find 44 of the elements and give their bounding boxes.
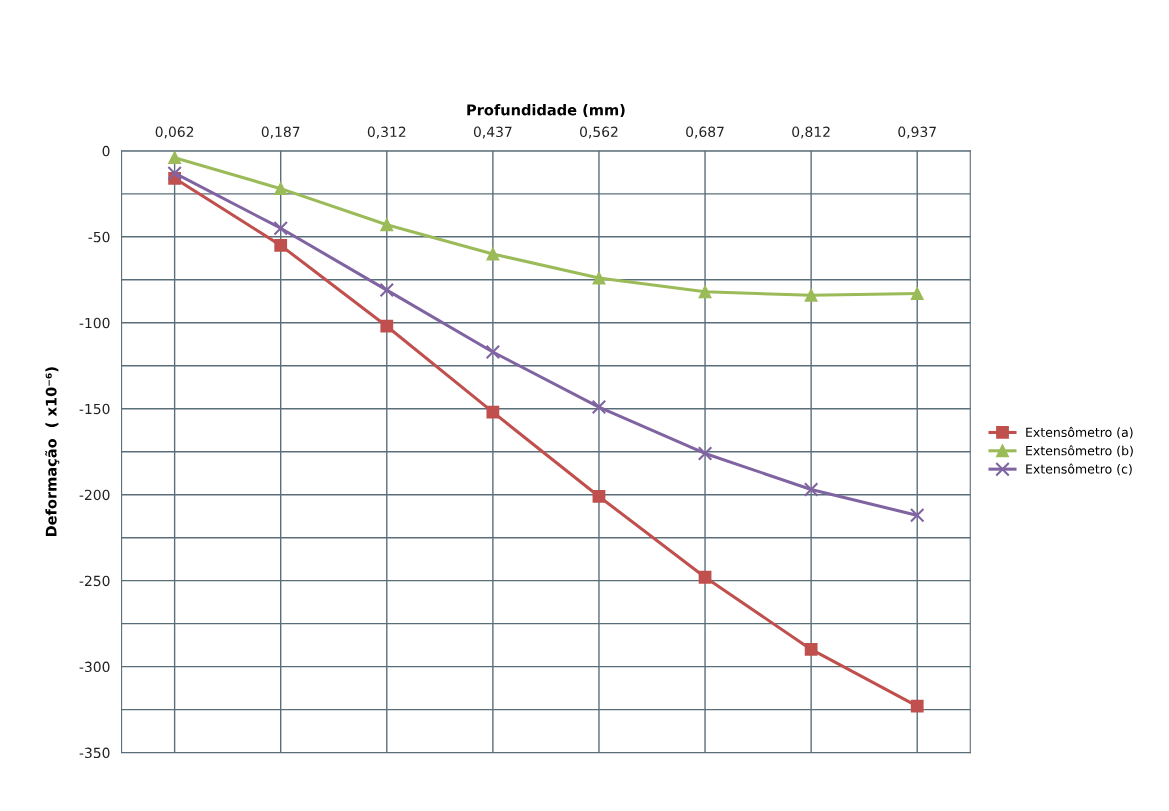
x-axis-title: Profundidade (mm) bbox=[467, 104, 625, 118]
point bbox=[273, 220, 288, 236]
legend-label: Extensômetro (c) bbox=[1026, 463, 1132, 476]
point bbox=[803, 482, 819, 497]
x-tick-label: 0,562 bbox=[580, 126, 618, 139]
point bbox=[380, 319, 394, 333]
y-tick-label: -300 bbox=[79, 661, 110, 673]
point bbox=[167, 165, 182, 181]
point bbox=[592, 271, 606, 285]
x-tick-label: 0,937 bbox=[898, 126, 936, 139]
y-axis-title: Deformação ( x10⁻⁶) bbox=[45, 367, 60, 537]
y-tick-label: -150 bbox=[79, 403, 110, 415]
point bbox=[591, 399, 607, 415]
point bbox=[697, 446, 713, 461]
point bbox=[804, 643, 818, 656]
point bbox=[592, 490, 606, 503]
point bbox=[910, 287, 924, 300]
y-tick-label: 0 bbox=[102, 145, 110, 157]
y-tick-label: -250 bbox=[79, 575, 110, 587]
x-tick-label: 0,687 bbox=[686, 126, 724, 139]
y-tick-label: -50 bbox=[88, 231, 110, 243]
x-tick-label: 0,437 bbox=[473, 126, 512, 139]
point bbox=[274, 239, 288, 252]
point bbox=[486, 247, 500, 261]
legend-label: Extensômetro (b) bbox=[1026, 445, 1133, 457]
x-tick-label: 0,062 bbox=[155, 126, 194, 139]
point bbox=[910, 699, 924, 713]
y-tick-label: -100 bbox=[79, 317, 110, 329]
point bbox=[274, 182, 288, 196]
x-tick-label: 0,312 bbox=[367, 126, 406, 139]
point bbox=[380, 218, 394, 232]
y-tick-label: -200 bbox=[79, 489, 110, 501]
point bbox=[379, 282, 395, 298]
x-tick-label: 0,812 bbox=[792, 126, 830, 139]
point bbox=[698, 570, 712, 584]
point bbox=[909, 508, 925, 523]
point bbox=[485, 344, 501, 360]
legend-label: Extensômetro (a) bbox=[1026, 426, 1133, 439]
point bbox=[698, 285, 712, 299]
x-tick-label: 0,187 bbox=[261, 126, 300, 139]
point bbox=[804, 288, 818, 302]
point bbox=[486, 405, 500, 419]
y-tick-label: -350 bbox=[79, 747, 110, 759]
point bbox=[168, 151, 182, 165]
